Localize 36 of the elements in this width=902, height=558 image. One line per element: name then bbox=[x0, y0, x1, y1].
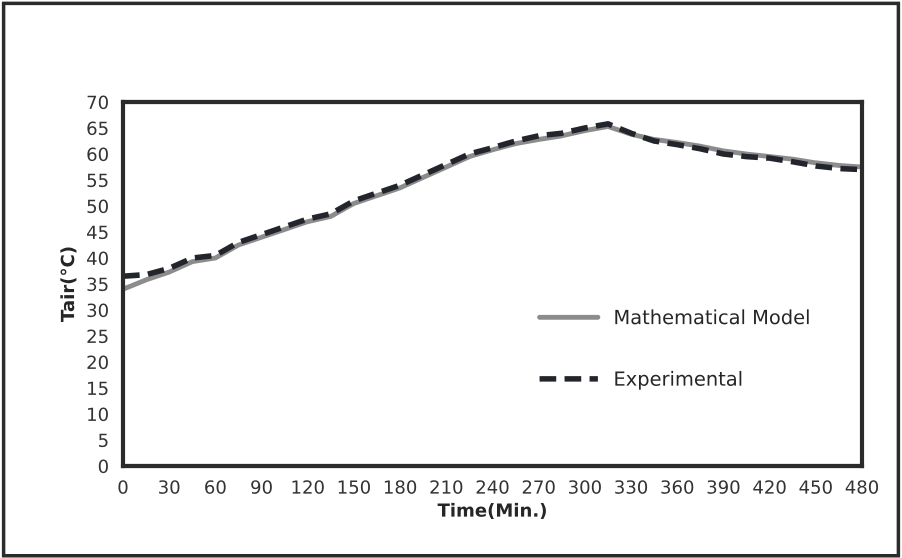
y-tick-label: 65 bbox=[87, 121, 108, 136]
x-tick-label: 480 bbox=[846, 480, 878, 494]
y-tick-label: 0 bbox=[98, 459, 108, 474]
x-tick-label: 270 bbox=[522, 480, 555, 494]
y-tick-label: 25 bbox=[87, 329, 108, 344]
y-tick-label: 55 bbox=[88, 174, 108, 188]
y-tick-label: 10 bbox=[88, 407, 108, 422]
x-axis-title: Time(Min.) bbox=[438, 502, 546, 520]
y-tick-label: 20 bbox=[87, 355, 108, 370]
legend-label: Experimental bbox=[615, 370, 742, 390]
y-tick-label: 5 bbox=[99, 434, 108, 448]
y-tick-label: 50 bbox=[88, 199, 108, 214]
x-tick-label: 0 bbox=[118, 480, 128, 494]
x-tick-label: 30 bbox=[159, 480, 180, 494]
x-tick-label: 150 bbox=[338, 480, 370, 494]
x-tick-label: 60 bbox=[205, 480, 226, 494]
x-tick-label: 420 bbox=[753, 480, 786, 494]
x-tick-label: 300 bbox=[569, 480, 601, 494]
x-tick-label: 90 bbox=[251, 480, 272, 494]
legend-label: Mathematical Model bbox=[615, 309, 809, 324]
y-tick-label: 60 bbox=[87, 147, 108, 162]
y-tick-label: 15 bbox=[88, 382, 108, 396]
x-tick-label: 240 bbox=[476, 480, 509, 494]
y-tick-label: 35 bbox=[88, 277, 108, 292]
x-tick-label: 450 bbox=[799, 480, 832, 494]
y-tick-label: 45 bbox=[87, 226, 108, 240]
x-tick-label: 390 bbox=[708, 480, 740, 494]
y-tick-label: 40 bbox=[87, 251, 108, 266]
x-tick-label: 210 bbox=[430, 480, 462, 494]
x-tick-label: 120 bbox=[292, 480, 324, 494]
x-tick-label: 330 bbox=[615, 480, 648, 494]
y-axis-title: Tair(°C) bbox=[60, 248, 76, 322]
y-tick-label: 70 bbox=[88, 95, 108, 110]
y-tick-label: 30 bbox=[88, 303, 108, 318]
x-tick-label: 180 bbox=[384, 480, 416, 494]
x-tick-label: 360 bbox=[661, 480, 694, 494]
